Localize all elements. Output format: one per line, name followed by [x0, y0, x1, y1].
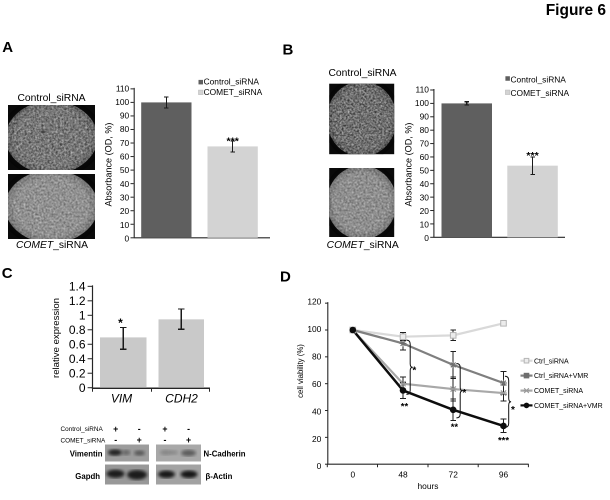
- svg-text:COMET_siRNA: COMET_siRNA: [534, 388, 583, 395]
- svg-text:+: +: [186, 435, 191, 445]
- svg-text:Control_siRNA: Control_siRNA: [511, 74, 567, 84]
- svg-text:100: 100: [415, 98, 429, 108]
- svg-text:cell viability (%): cell viability (%): [296, 344, 305, 398]
- svg-text:60: 60: [312, 379, 322, 389]
- svg-text:***: ***: [526, 150, 539, 162]
- svg-text:120: 120: [307, 297, 321, 307]
- svg-text:VIM: VIM: [111, 392, 132, 406]
- svg-text:110: 110: [116, 83, 130, 93]
- svg-text:+: +: [162, 424, 167, 434]
- svg-text:COMET_siRNA: COMET_siRNA: [16, 240, 88, 251]
- svg-text:+: +: [113, 424, 118, 434]
- svg-text:60: 60: [420, 152, 430, 162]
- svg-text:+: +: [137, 435, 142, 445]
- svg-text:Control_siRNA: Control_siRNA: [61, 426, 104, 433]
- svg-text:0: 0: [317, 461, 322, 471]
- svg-text:100: 100: [115, 97, 129, 107]
- svg-text:90: 90: [420, 111, 430, 121]
- svg-text:1: 1: [79, 309, 86, 323]
- svg-text:-: -: [187, 424, 190, 434]
- svg-text:C: C: [2, 265, 13, 282]
- svg-text:Ctrl_siRNA+VMR: Ctrl_siRNA+VMR: [534, 373, 588, 380]
- svg-text:COMET_siRNA: COMET_siRNA: [204, 87, 263, 97]
- svg-text:40: 40: [420, 179, 430, 189]
- svg-text:N-Cadherin: N-Cadherin: [204, 450, 246, 459]
- svg-text:**: **: [401, 402, 409, 413]
- svg-text:-: -: [114, 435, 117, 445]
- svg-text:-: -: [138, 424, 141, 434]
- svg-text:0: 0: [79, 381, 86, 395]
- svg-text:40: 40: [312, 406, 322, 416]
- svg-text:20: 20: [420, 206, 430, 216]
- svg-text:Control_siRNA: Control_siRNA: [17, 93, 85, 104]
- svg-text:96: 96: [499, 470, 509, 480]
- svg-text:20: 20: [312, 434, 322, 444]
- svg-text:hours: hours: [418, 481, 439, 491]
- svg-text:COMET_siRNA: COMET_siRNA: [327, 240, 399, 251]
- svg-text:30: 30: [120, 192, 130, 202]
- svg-text:80: 80: [312, 351, 322, 361]
- svg-text:30: 30: [420, 192, 430, 202]
- svg-text:A: A: [2, 39, 13, 56]
- svg-text:10: 10: [120, 220, 130, 230]
- svg-text:*: *: [511, 405, 515, 416]
- svg-text:***: ***: [227, 136, 240, 148]
- svg-text:*: *: [462, 388, 466, 399]
- svg-text:COMET_siRNA: COMET_siRNA: [61, 438, 106, 445]
- svg-text:CDH2: CDH2: [165, 392, 198, 406]
- svg-text:COMET_siRNA+VMR: COMET_siRNA+VMR: [534, 403, 603, 410]
- svg-text:1.4: 1.4: [69, 280, 86, 294]
- svg-text:B: B: [283, 41, 294, 58]
- svg-text:***: ***: [498, 436, 509, 447]
- svg-text:Gapdh: Gapdh: [75, 472, 100, 481]
- svg-text:0: 0: [424, 233, 429, 243]
- svg-text:0: 0: [350, 470, 355, 480]
- svg-text:60: 60: [120, 152, 130, 162]
- svg-text:0: 0: [125, 233, 130, 243]
- svg-text:Absorbance (OD, %): Absorbance (OD, %): [104, 123, 114, 207]
- svg-text:70: 70: [420, 138, 430, 148]
- svg-text:-: -: [164, 435, 167, 445]
- svg-text:Figure 6: Figure 6: [546, 2, 607, 19]
- svg-text:100: 100: [307, 324, 321, 334]
- svg-text:50: 50: [120, 165, 130, 175]
- svg-text:48: 48: [398, 470, 408, 480]
- svg-text:0.8: 0.8: [69, 323, 86, 337]
- svg-text:0.4: 0.4: [69, 352, 86, 366]
- svg-text:40: 40: [120, 179, 130, 189]
- svg-text:Control_siRNA: Control_siRNA: [204, 77, 260, 87]
- svg-text:Ctrl_siRNA: Ctrl_siRNA: [534, 358, 569, 365]
- svg-text:80: 80: [420, 125, 430, 135]
- svg-text:Vimentin: Vimentin: [70, 450, 103, 459]
- svg-text:**: **: [451, 422, 459, 433]
- svg-text:*: *: [118, 316, 123, 330]
- svg-text:0.2: 0.2: [69, 367, 86, 381]
- svg-text:110: 110: [416, 84, 430, 94]
- svg-text:relative expression: relative expression: [51, 298, 62, 378]
- svg-text:70: 70: [120, 138, 130, 148]
- svg-text:10: 10: [420, 219, 430, 229]
- svg-text:72: 72: [449, 470, 459, 480]
- svg-text:50: 50: [420, 165, 430, 175]
- svg-text:20: 20: [120, 206, 130, 216]
- svg-text:D: D: [280, 269, 291, 286]
- svg-text:Absorbance (OD, %): Absorbance (OD, %): [404, 123, 414, 207]
- svg-text:Control_siRNA: Control_siRNA: [328, 68, 396, 79]
- svg-text:COMET_siRNA: COMET_siRNA: [511, 88, 570, 98]
- svg-text:1.2: 1.2: [69, 294, 86, 308]
- svg-text:β-Actin: β-Actin: [206, 472, 233, 481]
- svg-text:*: *: [412, 365, 416, 376]
- svg-text:0.6: 0.6: [69, 338, 86, 352]
- svg-text:80: 80: [120, 124, 130, 134]
- svg-text:90: 90: [120, 111, 130, 121]
